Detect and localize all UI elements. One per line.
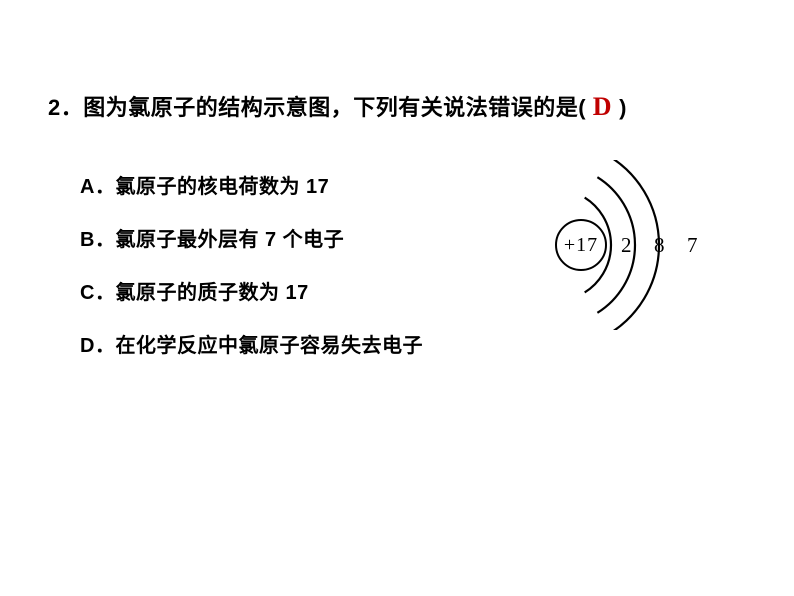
shell-label-2: 8: [654, 233, 665, 258]
question-stem: 2．图为氯原子的结构示意图，下列有关说法错误的是( D ): [48, 90, 627, 122]
stem-before: ．图为氯原子的结构示意图，下列有关说法错误的是(: [61, 95, 586, 120]
options-list: A．氯原子的核电荷数为 17 B．氯原子最外层有 7 个电子 C．氯原子的质子数…: [80, 170, 423, 382]
nucleus-label: +17: [564, 234, 598, 257]
question-number: 2: [48, 95, 61, 120]
option-b: B．氯原子最外层有 7 个电子: [80, 223, 423, 252]
option-a: A．氯原子的核电荷数为 17: [80, 170, 423, 199]
nucleus-circle: +17: [555, 219, 607, 271]
answer-mark: D: [593, 92, 613, 121]
stem-after: ): [619, 95, 627, 120]
shell-label-1: 2: [621, 233, 632, 258]
shell-label-3: 7: [687, 233, 698, 258]
option-d: D．在化学反应中氯原子容易失去电子: [80, 329, 423, 358]
atom-diagram: +17 2 8 7: [555, 160, 755, 330]
option-c: C．氯原子的质子数为 17: [80, 276, 423, 305]
